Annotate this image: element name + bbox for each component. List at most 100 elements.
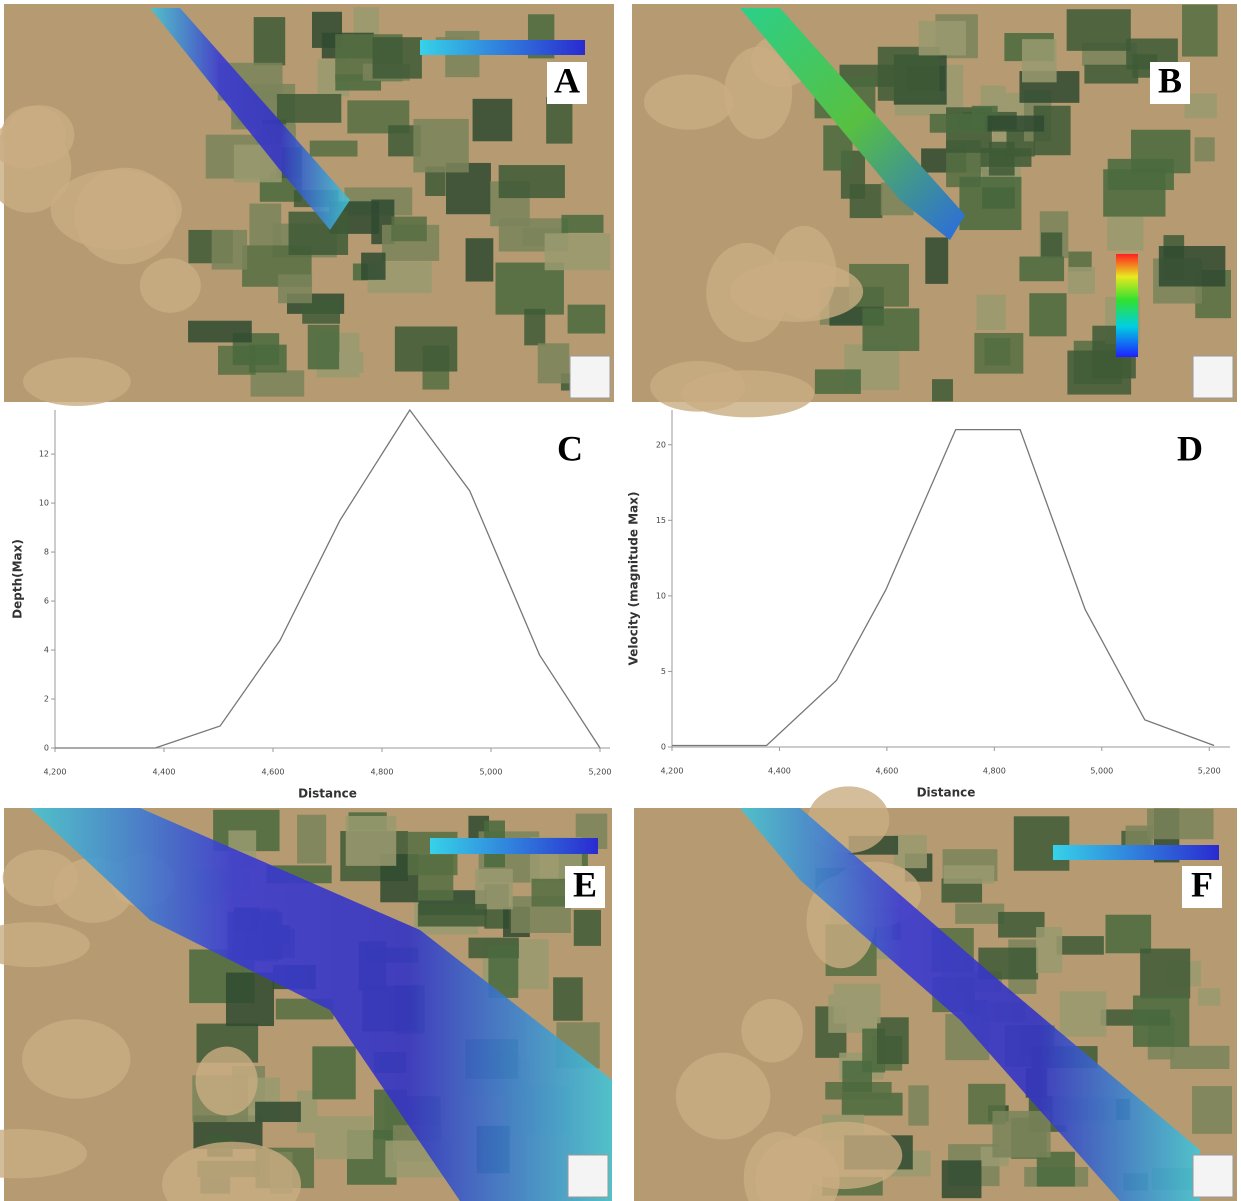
field [1066, 9, 1131, 51]
hill [22, 1019, 131, 1099]
x-tick-label: 4,400 [153, 768, 176, 777]
hill [741, 998, 803, 1063]
field [814, 369, 861, 394]
panel-label: B [1158, 60, 1182, 100]
field [877, 46, 940, 101]
field [893, 834, 927, 869]
x-tick-label: 4,800 [983, 767, 1006, 776]
y-tick-label: 6 [44, 597, 49, 606]
x-tick-label: 4,200 [661, 767, 684, 776]
field [297, 814, 327, 864]
field [413, 118, 469, 173]
field [1192, 1086, 1233, 1134]
map-panel: B [632, 4, 1237, 418]
data-line [55, 408, 601, 749]
hill [162, 1141, 302, 1201]
map-panel: F [634, 786, 1237, 1201]
field [537, 343, 570, 384]
y-tick-label: 10 [39, 499, 49, 508]
field [288, 211, 349, 255]
hill [724, 46, 793, 140]
field [250, 370, 305, 397]
field [255, 1101, 301, 1123]
field [1140, 948, 1191, 999]
hill [139, 258, 201, 313]
field [475, 868, 513, 910]
field [391, 216, 427, 242]
field [1107, 158, 1174, 191]
field [394, 326, 458, 372]
panel-label: D [1177, 428, 1203, 468]
y-tick-label: 0 [661, 743, 666, 752]
y-tick-label: 20 [656, 440, 666, 449]
x-axis-label: Distance [917, 786, 976, 800]
field [1041, 232, 1063, 257]
color-bar [420, 40, 585, 55]
field [833, 983, 881, 1024]
field [278, 274, 313, 304]
hill [743, 1131, 814, 1201]
field [1084, 64, 1139, 84]
field [417, 903, 487, 927]
field [297, 1090, 318, 1133]
field [361, 252, 386, 280]
hill [0, 123, 72, 213]
field [976, 294, 1006, 331]
field [302, 299, 341, 324]
field [1019, 256, 1065, 282]
y-tick-label: 5 [661, 667, 666, 676]
field [561, 214, 604, 233]
hill [643, 74, 734, 130]
field [498, 165, 565, 199]
field [546, 96, 573, 144]
field [1182, 4, 1218, 57]
panel-label: E [573, 864, 597, 904]
charts: 0 2 4 6 8 10 12 4,200 4,400 4,600 4,800 5,000 5,200 D… [11, 408, 1230, 801]
field [1170, 1045, 1230, 1069]
panel-label: F [1191, 864, 1213, 904]
hill [50, 169, 182, 250]
field [908, 1085, 929, 1126]
field [567, 304, 606, 334]
field [842, 1060, 873, 1093]
chart: 0 2 4 6 8 10 12 4,200 4,400 4,600 4,800 5,000 5,200 D… [11, 408, 611, 801]
panel-label: C [557, 428, 583, 468]
field [974, 332, 1024, 374]
field [955, 903, 1005, 924]
field [425, 166, 446, 196]
y-tick-label: 10 [656, 591, 666, 600]
field [315, 1116, 373, 1160]
color-bar [430, 838, 598, 854]
field [925, 237, 949, 284]
field [345, 815, 397, 866]
field [992, 1110, 1051, 1158]
field [225, 972, 275, 1027]
x-tick-label: 4,800 [371, 768, 394, 777]
color-bar [1116, 254, 1138, 357]
flood-extent [740, 808, 1200, 1201]
logo [567, 1154, 609, 1198]
x-tick-label: 4,600 [262, 768, 285, 777]
field [943, 865, 995, 884]
label-box [547, 62, 587, 104]
y-tick-label: 8 [44, 548, 49, 557]
field [524, 308, 546, 346]
field [984, 115, 1045, 132]
field [941, 1160, 982, 1199]
hill [23, 357, 131, 406]
logo [1192, 355, 1234, 399]
data-line [672, 428, 1215, 747]
y-tick-label: 0 [44, 744, 49, 753]
field [339, 352, 364, 373]
field [1013, 816, 1070, 871]
field [918, 20, 966, 56]
panel-label: A [554, 60, 580, 100]
field [495, 262, 564, 315]
field [544, 233, 611, 271]
y-tick-label: 15 [656, 516, 666, 525]
field [1056, 936, 1104, 955]
x-tick-label: 4,400 [768, 767, 791, 776]
hill [784, 1121, 903, 1190]
field [309, 140, 358, 157]
